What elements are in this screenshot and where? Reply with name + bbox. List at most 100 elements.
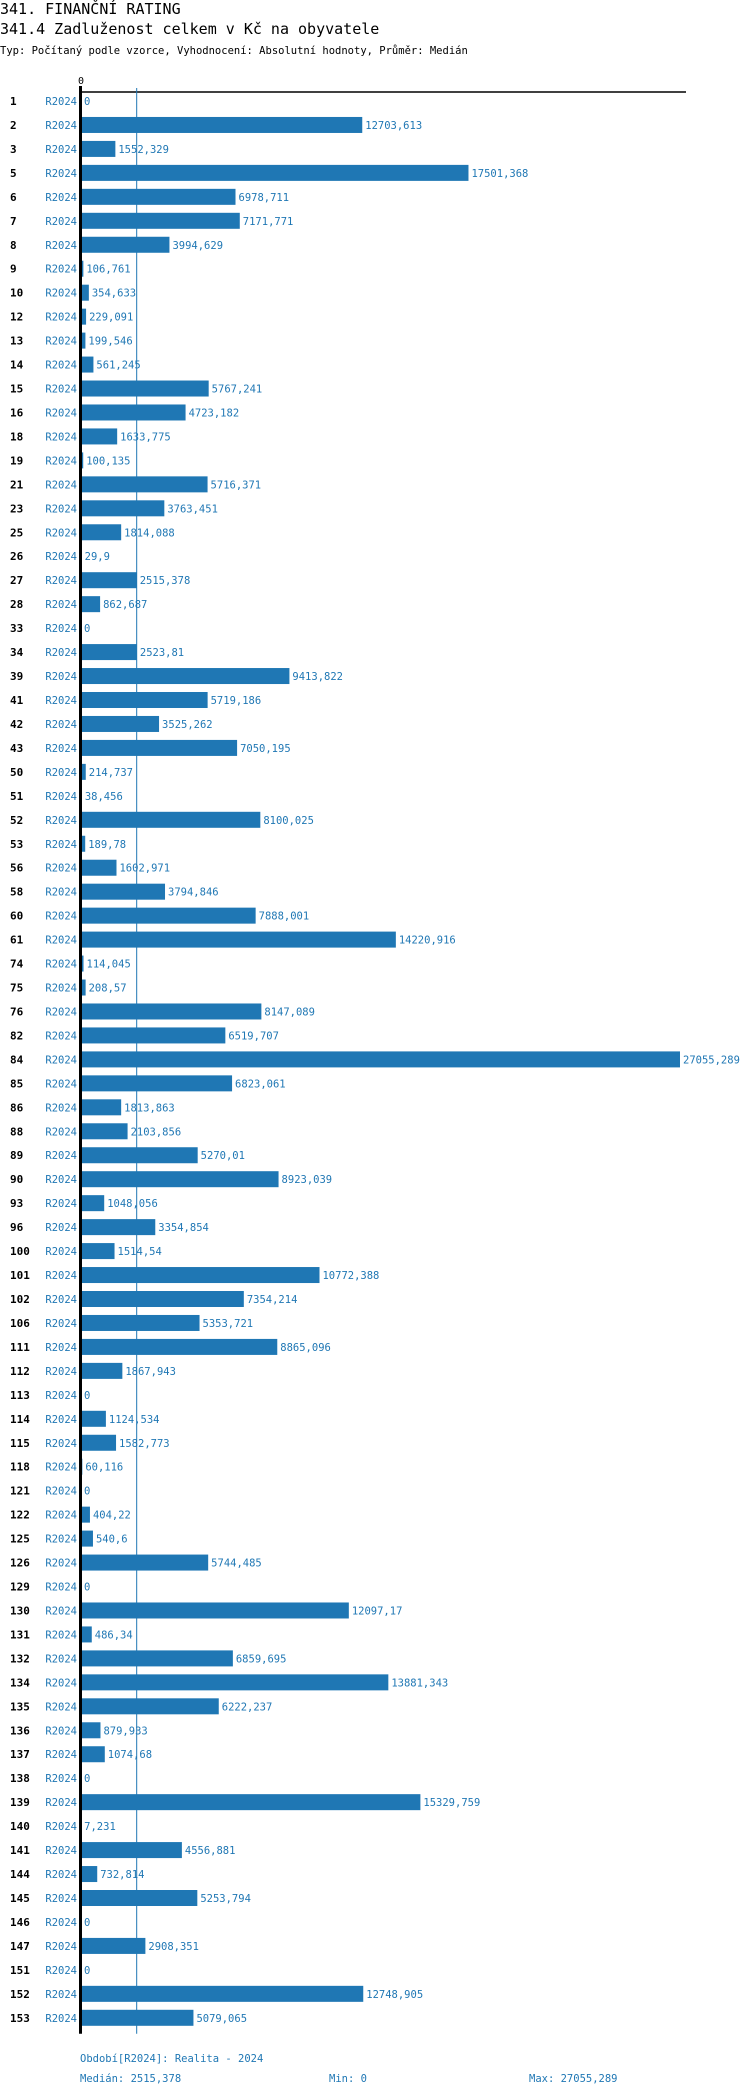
value-label: 5716,371	[211, 479, 262, 491]
value-label: 1552,329	[118, 144, 169, 156]
period-label: R2024	[45, 599, 77, 611]
bar	[81, 1147, 198, 1164]
bar	[81, 572, 137, 589]
bar	[81, 1434, 117, 1451]
value-label: 7888,001	[259, 911, 310, 923]
value-label: 12703,613	[365, 120, 422, 132]
bar	[81, 212, 240, 229]
period-label: R2024	[45, 815, 77, 827]
min-summary: Min: 0	[329, 2073, 367, 2085]
period-label: R2024	[45, 1318, 77, 1330]
category-label: 147	[10, 1940, 30, 1953]
value-label: 0	[84, 1965, 90, 1977]
category-label: 125	[10, 1533, 30, 1546]
period-label: R2024	[45, 551, 77, 563]
category-label: 140	[10, 1820, 30, 1833]
value-label: 5270,01	[201, 1150, 245, 1162]
period-label: R2024	[45, 1534, 77, 1546]
category-label: 115	[10, 1437, 30, 1450]
value-label: 208,57	[89, 983, 127, 995]
period-label: R2024	[45, 1198, 77, 1210]
bar	[81, 1243, 115, 1260]
category-label: 145	[10, 1892, 30, 1905]
period-label: R2024	[45, 743, 77, 755]
bar	[81, 1554, 209, 1571]
value-label: 29,9	[85, 551, 110, 563]
value-label: 1814,088	[124, 527, 175, 539]
period-label: R2024	[45, 144, 77, 156]
bar	[81, 955, 84, 972]
bar	[81, 1123, 128, 1140]
value-label: 0	[84, 1917, 90, 1929]
period-label: R2024	[45, 1030, 77, 1042]
category-label: 122	[10, 1509, 30, 1522]
category-label: 42	[10, 718, 23, 731]
value-label: 354,633	[92, 288, 136, 300]
category-label: 41	[10, 694, 24, 707]
category-label: 14	[10, 359, 24, 372]
category-label: 10	[10, 287, 23, 300]
category-label: 34	[10, 646, 24, 659]
bar	[81, 1075, 233, 1092]
value-label: 1633,775	[120, 431, 171, 443]
bar	[81, 1650, 233, 1667]
bar	[81, 668, 290, 685]
value-label: 7,231	[84, 1821, 116, 1833]
value-label: 15329,759	[423, 1797, 480, 1809]
category-label: 39	[10, 670, 23, 683]
period-label: R2024	[45, 1126, 77, 1138]
category-label: 12	[10, 311, 23, 324]
value-label: 12097,17	[352, 1605, 403, 1617]
bar	[81, 1171, 279, 1188]
period-label: R2024	[45, 1390, 77, 1402]
value-label: 17501,368	[471, 168, 528, 180]
period-label: R2024	[45, 96, 77, 108]
value-label: 5719,186	[211, 695, 262, 707]
bar	[81, 1099, 122, 1116]
period-label: R2024	[45, 839, 77, 851]
category-label: 135	[10, 1700, 30, 1713]
bar	[81, 452, 84, 469]
period-label: R2024	[45, 288, 77, 300]
value-label: 862,687	[103, 599, 147, 611]
bar	[81, 1003, 262, 1020]
bar	[81, 859, 117, 876]
category-label: 111	[10, 1341, 30, 1354]
period-label: R2024	[45, 1725, 77, 1737]
category-label: 139	[10, 1796, 30, 1809]
category-label: 51	[10, 790, 24, 803]
value-label: 732,814	[100, 1869, 144, 1881]
value-label: 0	[84, 623, 90, 635]
value-label: 199,546	[88, 336, 132, 348]
category-label: 131	[10, 1628, 30, 1641]
period-label: R2024	[45, 1078, 77, 1090]
period-label: R2024	[45, 575, 77, 587]
bar	[81, 260, 84, 277]
period-label: R2024	[45, 407, 77, 419]
period-label: R2024	[45, 1270, 77, 1282]
bar	[81, 1267, 320, 1284]
bar	[81, 1291, 244, 1307]
category-label: 61	[10, 934, 24, 947]
category-label: 18	[10, 430, 23, 443]
bar	[81, 332, 86, 349]
max-summary: Max: 27055,289	[529, 2073, 618, 2085]
category-label: 101	[10, 1269, 30, 1282]
category-label: 2	[10, 119, 17, 132]
bar	[81, 1051, 680, 1068]
period-note: Období[R2024]: Realita - 2024	[80, 2053, 264, 2065]
period-label: R2024	[45, 1582, 77, 1594]
category-label: 19	[10, 454, 23, 467]
period-label: R2024	[45, 935, 77, 947]
category-label: 60	[10, 910, 23, 923]
bar	[81, 644, 137, 661]
value-label: 540,6	[96, 1534, 128, 1546]
category-label: 85	[10, 1077, 23, 1090]
period-label: R2024	[45, 1246, 77, 1258]
bar	[81, 356, 94, 373]
value-label: 12748,905	[366, 1989, 423, 2001]
period-label: R2024	[45, 887, 77, 899]
value-label: 0	[84, 1486, 90, 1498]
category-label: 114	[10, 1413, 30, 1426]
category-label: 93	[10, 1197, 23, 1210]
